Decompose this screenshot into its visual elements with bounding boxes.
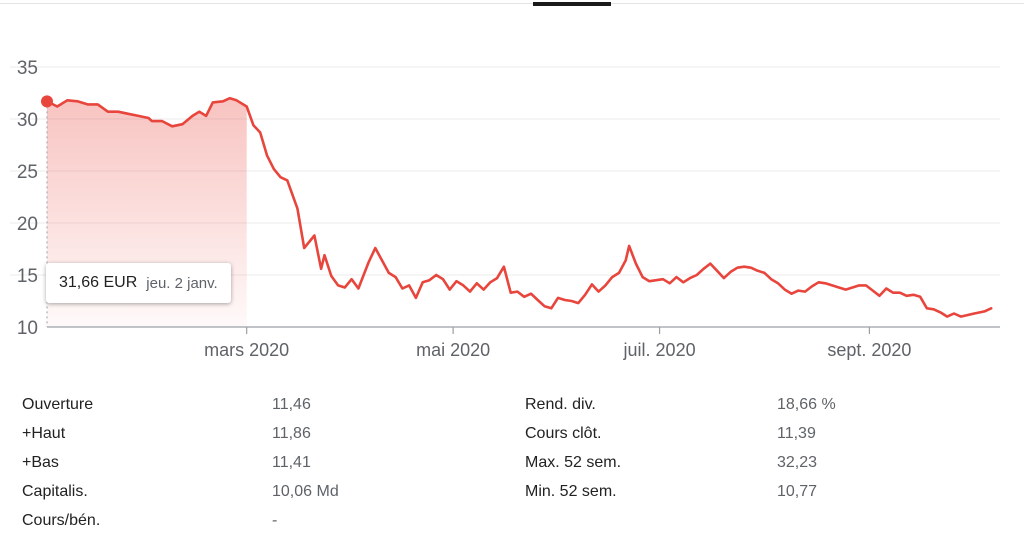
stat-value-pe-ratio: - (272, 512, 278, 529)
y-tick-label: 35 (17, 58, 38, 79)
stat-label-dividend-yield: Rend. div. (525, 396, 596, 413)
y-tick-label: 15 (17, 266, 38, 287)
price-tooltip: 31,66 EUR jeu. 2 janv. (46, 263, 231, 303)
y-tick-label: 10 (17, 318, 38, 339)
hover-point-marker (41, 95, 53, 108)
x-tick-label: juil. 2020 (623, 340, 696, 360)
price-series-line (45, 96, 993, 318)
y-tick-label: 25 (17, 162, 38, 183)
stat-value-dividend-yield: 18,66 % (777, 396, 836, 413)
stat-value-52wk-low: 10,77 (777, 483, 818, 500)
stat-value-open: 11,46 (272, 396, 311, 413)
x-tick-label: mars 2020 (204, 340, 289, 360)
stat-row: +Haut 11,86 Cours clôt. 11,39 (22, 425, 1012, 447)
tooltip-price: 31,66 EUR (59, 274, 138, 291)
stat-label-52wk-high: Max. 52 sem. (525, 454, 622, 471)
stat-row: Cours/bén. - (22, 512, 1012, 534)
stat-label-high: +Haut (22, 425, 66, 442)
stat-label-previous-close: Cours clôt. (525, 425, 602, 442)
stat-label-pe-ratio: Cours/bén. (22, 512, 101, 529)
stat-label-market-cap: Capitalis. (22, 483, 88, 500)
x-tick-label: mai 2020 (416, 340, 490, 360)
stock-price-chart[interactable]: 10 15 20 25 30 35 mars 2020 mai 2020 juil. 2020 s… (0, 0, 1024, 380)
stat-value-previous-close: 11,39 (777, 425, 816, 442)
stat-row: +Bas 11,41 Max. 52 sem. 32,23 (22, 454, 1012, 476)
stat-value-high: 11,86 (272, 425, 311, 442)
selected-range-tab-indicator[interactable] (533, 2, 611, 6)
stat-row: Capitalis. 10,06 Md Min. 52 sem. 10,77 (22, 483, 1012, 505)
tooltip-date: jeu. 2 janv. (146, 274, 218, 292)
y-tick-label: 30 (17, 110, 38, 131)
stat-value-52wk-high: 32,23 (777, 454, 818, 471)
stat-value-low: 11,41 (272, 454, 311, 471)
top-divider (0, 3, 1024, 4)
x-tick-label: sept. 2020 (827, 340, 911, 360)
stat-label-low: +Bas (22, 454, 59, 471)
stat-row: Ouverture 11,46 Rend. div. 18,66 % (22, 396, 1012, 418)
stat-value-market-cap: 10,06 Md (272, 483, 339, 500)
stat-label-52wk-low: Min. 52 sem. (525, 483, 617, 500)
stat-label-open: Ouverture (22, 396, 94, 413)
y-tick-label: 20 (17, 214, 38, 235)
